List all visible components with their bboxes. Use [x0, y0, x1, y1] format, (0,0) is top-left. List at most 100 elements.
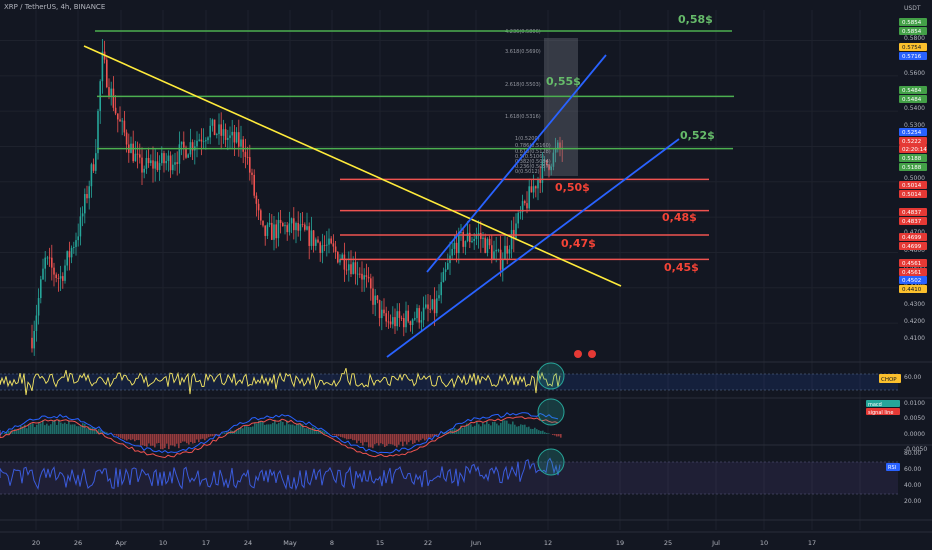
- price-tag-bg: [899, 27, 927, 35]
- candle-body: [213, 119, 216, 136]
- macd-hist-bar: [82, 423, 84, 434]
- macd-hist-bar: [468, 423, 470, 434]
- candle-body: [416, 308, 418, 319]
- candle-body: [515, 223, 517, 239]
- macd-hist-bar: [238, 427, 240, 434]
- candle-body: [290, 218, 293, 224]
- candle-body: [211, 119, 214, 126]
- candle-body: [396, 311, 398, 327]
- candle-body: [486, 238, 489, 253]
- macd-hist-bar: [300, 423, 302, 434]
- candle-body: [200, 139, 203, 142]
- x-tick: 24: [244, 539, 252, 547]
- macd-hist-bar: [548, 433, 550, 434]
- macd-hist-bar: [288, 424, 290, 434]
- price-tag: 0.5222: [902, 139, 921, 145]
- candle-body: [114, 107, 117, 114]
- macd-hist-bar: [394, 434, 396, 446]
- candle-body: [139, 154, 141, 158]
- macd-hist-bar: [428, 434, 430, 438]
- candle-body: [554, 148, 557, 153]
- price-tag-bg: [899, 208, 927, 216]
- candle-body: [147, 157, 150, 164]
- macd-hist-bar: [362, 434, 364, 446]
- macd-hist-bar: [196, 434, 198, 440]
- macd-hist-bar: [536, 429, 538, 434]
- macd-hist-bar: [118, 434, 120, 438]
- candle-body: [453, 242, 456, 249]
- chop-line: [0, 367, 561, 396]
- candle-body: [216, 134, 218, 136]
- candle-body: [77, 236, 79, 241]
- macd-hist-bar: [120, 434, 122, 439]
- macd-hist-bar: [4, 432, 6, 434]
- macd-hist-bar: [278, 422, 280, 434]
- macd-hist-bar: [170, 434, 172, 446]
- candle-body: [387, 321, 390, 323]
- macd-hist-bar: [378, 434, 380, 446]
- x-tick: 26: [74, 539, 82, 547]
- candle-body: [376, 295, 379, 301]
- candle-body: [306, 226, 308, 230]
- macd-hist-bar: [404, 434, 406, 442]
- y-tick: 0.4600: [904, 247, 925, 254]
- y-tick: 0.5600: [904, 70, 925, 77]
- macd-hist-bar: [224, 432, 226, 434]
- candle-body: [220, 124, 222, 136]
- macd-hist-bar: [34, 427, 36, 434]
- y-tick: 0.4200: [904, 318, 925, 325]
- price-tag-bg: [899, 276, 927, 284]
- macd-hist-bar: [400, 434, 402, 442]
- candle-body: [264, 225, 266, 236]
- candle-body: [374, 295, 376, 305]
- candle-body: [480, 232, 482, 239]
- macd-hist-bar: [452, 429, 454, 434]
- candle-body: [238, 132, 240, 147]
- x-tick: Jun: [470, 539, 481, 547]
- candle-body: [33, 330, 35, 349]
- candle-body: [337, 251, 339, 263]
- candle-body: [455, 242, 458, 254]
- macd-hist-bar: [178, 434, 180, 449]
- chop-highlight-circle: [537, 362, 565, 390]
- macd-hist-bar: [542, 430, 544, 434]
- signal-line: [0, 416, 559, 459]
- price-tag-bg: [899, 128, 927, 136]
- macd-hist-bar: [524, 424, 526, 434]
- macd-hist-bar: [182, 434, 184, 442]
- fib-label-4: 1(0.5200): [515, 136, 540, 142]
- candle-body: [526, 203, 528, 209]
- macd-hist-bar: [466, 423, 468, 434]
- candle-body: [257, 203, 260, 211]
- macd-hist-bar: [242, 428, 244, 434]
- candle-body: [42, 268, 44, 280]
- candle-body: [438, 295, 440, 299]
- macd-hist-bar: [472, 426, 474, 434]
- candle-body: [229, 135, 231, 138]
- macd-hist-bar: [36, 424, 38, 434]
- candle-body: [75, 240, 77, 247]
- candle-body: [266, 224, 269, 236]
- macd-hist-bar: [344, 434, 346, 439]
- macd-hist-bar: [544, 432, 546, 434]
- candle-body: [202, 141, 205, 143]
- rsi-line: [0, 457, 561, 491]
- candle-body: [370, 278, 372, 289]
- macd-hist-bar: [212, 434, 214, 437]
- price-tag: 0.5854: [902, 20, 922, 26]
- macd-hist-bar: [186, 434, 188, 444]
- candle-body: [145, 157, 148, 169]
- candle-body: [330, 238, 332, 244]
- macd-hist-bar: [14, 429, 16, 434]
- candle-body: [363, 275, 365, 280]
- candle-body: [231, 131, 233, 136]
- level-label-6: 0,45$: [664, 261, 699, 274]
- candle-body: [405, 310, 407, 328]
- candle-body: [196, 140, 198, 147]
- macd-hist-bar: [12, 431, 14, 434]
- signal-tag: signal line: [868, 410, 893, 416]
- candle-body: [310, 230, 313, 246]
- candle-body: [308, 226, 310, 246]
- rsi-tick: 80.00: [904, 450, 921, 457]
